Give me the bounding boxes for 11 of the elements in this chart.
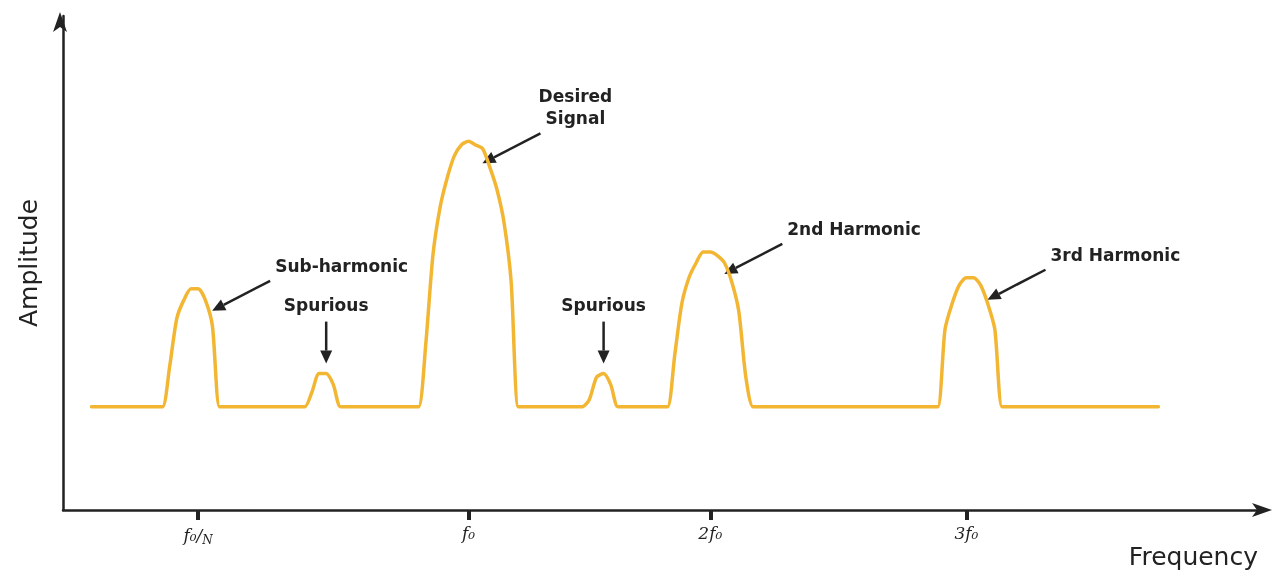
text: Desired Signal bbox=[538, 86, 613, 129]
x-tick-label: 3f₀ bbox=[954, 522, 979, 543]
annotation: Sub-harmonic bbox=[275, 255, 409, 276]
annotation: 2nd Harmonic bbox=[787, 218, 921, 239]
x-tick-label: f₀ bbox=[459, 522, 476, 543]
x-axis-title: Frequency bbox=[1128, 542, 1259, 571]
y-axis-title: Amplitude bbox=[14, 198, 43, 328]
x-tick-label: 2f₀ bbox=[697, 522, 723, 543]
annotation: Spurious bbox=[283, 294, 369, 315]
annotation: 3rd Harmonic bbox=[1050, 244, 1181, 265]
annotation: Spurious bbox=[561, 294, 646, 315]
